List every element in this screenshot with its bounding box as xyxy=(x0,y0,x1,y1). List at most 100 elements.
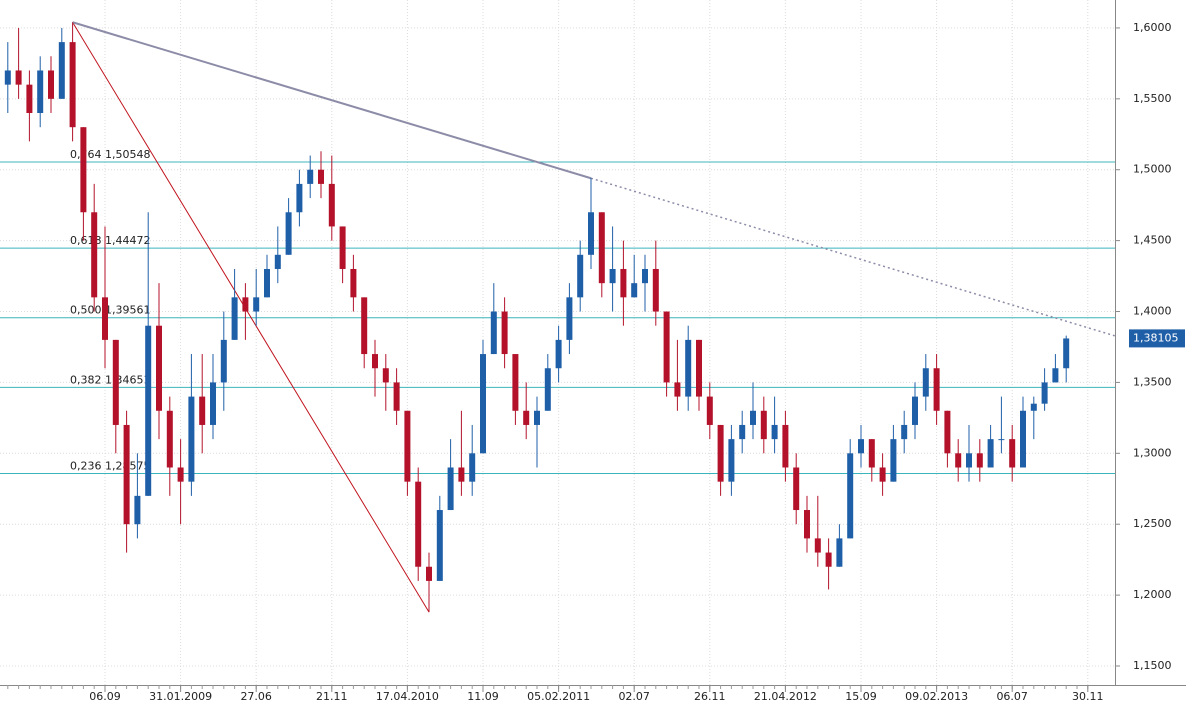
x-tick-label: 21.11 xyxy=(316,690,348,703)
fib-label: 0,764 1,50548 xyxy=(70,148,150,161)
candle-body xyxy=(15,70,22,85)
candle-body xyxy=(199,396,206,425)
fib-label: 0,618 1,44472 xyxy=(70,234,150,247)
candle-body xyxy=(26,84,33,114)
candle-body xyxy=(1041,382,1048,404)
candle-body xyxy=(793,467,800,511)
candle-body xyxy=(1020,410,1026,468)
candle-body xyxy=(166,410,173,468)
x-tick-label: 06.09 xyxy=(89,690,121,703)
candle-body xyxy=(685,339,692,397)
candle-body xyxy=(490,311,497,355)
candle-body xyxy=(966,453,972,468)
last-price-label: 1,38105 xyxy=(1133,331,1179,344)
candle-body xyxy=(836,538,843,567)
x-tick-label: 09.02.2013 xyxy=(905,690,968,703)
trend-extension xyxy=(590,177,1115,337)
candle-body xyxy=(328,183,335,227)
candle-body xyxy=(598,212,605,284)
candle-body xyxy=(847,453,854,539)
candle-body xyxy=(631,283,638,298)
candle-body xyxy=(814,538,821,553)
last-price-box xyxy=(1129,329,1185,348)
candle-body xyxy=(955,453,962,468)
candle-body xyxy=(242,297,249,312)
candle-body xyxy=(112,339,119,425)
candle-body xyxy=(1009,439,1016,468)
trend-line xyxy=(72,22,430,613)
candle-body xyxy=(177,467,184,482)
candle-body xyxy=(361,297,368,355)
candle-body xyxy=(307,169,314,184)
x-tick-label: 26.11 xyxy=(694,690,726,703)
candle-body xyxy=(804,510,810,539)
x-tick-label: 21.04.2012 xyxy=(754,690,817,703)
candle-body xyxy=(231,297,238,340)
candle-body xyxy=(998,439,1005,441)
candle-body xyxy=(1063,338,1070,369)
candle-body xyxy=(80,127,87,213)
y-tick-label: 1,5000 xyxy=(1133,163,1172,176)
y-tick-label: 1,5500 xyxy=(1133,92,1172,105)
candle-body xyxy=(922,368,929,397)
candle-body xyxy=(134,495,141,525)
x-tick-label: 15.09 xyxy=(845,690,877,703)
candle-body xyxy=(534,410,540,425)
candle-body xyxy=(123,424,130,525)
candle-body xyxy=(620,268,627,298)
candle-body xyxy=(274,254,281,269)
y-tick-label: 1,4500 xyxy=(1133,234,1172,247)
candle-body xyxy=(825,552,832,567)
candle-body xyxy=(156,325,162,411)
candle-body xyxy=(91,212,98,298)
candle-body xyxy=(609,268,616,284)
fib-label: 0,236 1,28575 xyxy=(70,460,150,473)
candle-body xyxy=(350,268,357,298)
x-tick-label: 30.11 xyxy=(1072,690,1104,703)
candle-body xyxy=(285,212,292,255)
candle-body xyxy=(706,396,713,425)
x-tick-label: 17.04.2010 xyxy=(376,690,439,703)
candle-body xyxy=(696,339,702,397)
candle-body xyxy=(588,212,594,255)
candle-body xyxy=(782,424,789,468)
candle-body xyxy=(577,254,584,298)
y-tick-label: 1,2000 xyxy=(1133,588,1172,601)
candle-body xyxy=(415,481,422,567)
candle-body xyxy=(933,368,940,411)
candle-body xyxy=(382,368,389,383)
candle-body xyxy=(501,311,508,355)
candle-body xyxy=(1030,403,1037,411)
candle-body xyxy=(253,297,260,312)
candle-body xyxy=(771,424,778,440)
x-tick-label: 06.07 xyxy=(996,690,1028,703)
candle-body xyxy=(739,424,746,440)
candle-body xyxy=(912,396,918,425)
candle-body xyxy=(480,354,486,454)
candle-body xyxy=(890,439,897,482)
x-tick-label: 02.07 xyxy=(618,690,650,703)
candle-body xyxy=(750,410,756,425)
candle-body xyxy=(760,410,767,440)
candle-body xyxy=(145,325,152,496)
candle-body xyxy=(58,42,65,99)
candle-body xyxy=(426,566,432,581)
candle-body xyxy=(642,268,648,284)
candle-body xyxy=(544,368,551,411)
fib-label: 0,382 1,34651 xyxy=(70,373,150,386)
candle-body xyxy=(220,339,227,383)
candle-body xyxy=(188,396,195,482)
y-tick-label: 1,4000 xyxy=(1133,305,1172,318)
candle-body xyxy=(69,42,76,128)
candle-body xyxy=(447,467,454,511)
candle-body xyxy=(652,268,659,312)
x-tick-label: 27.06 xyxy=(240,690,272,703)
candle-body xyxy=(4,70,11,85)
candle-body xyxy=(944,410,951,454)
fib-label: 0,500 1,39561 xyxy=(70,304,150,317)
candle-body xyxy=(901,424,908,440)
y-tick-label: 1,3000 xyxy=(1133,446,1172,459)
candle-body xyxy=(318,169,324,184)
